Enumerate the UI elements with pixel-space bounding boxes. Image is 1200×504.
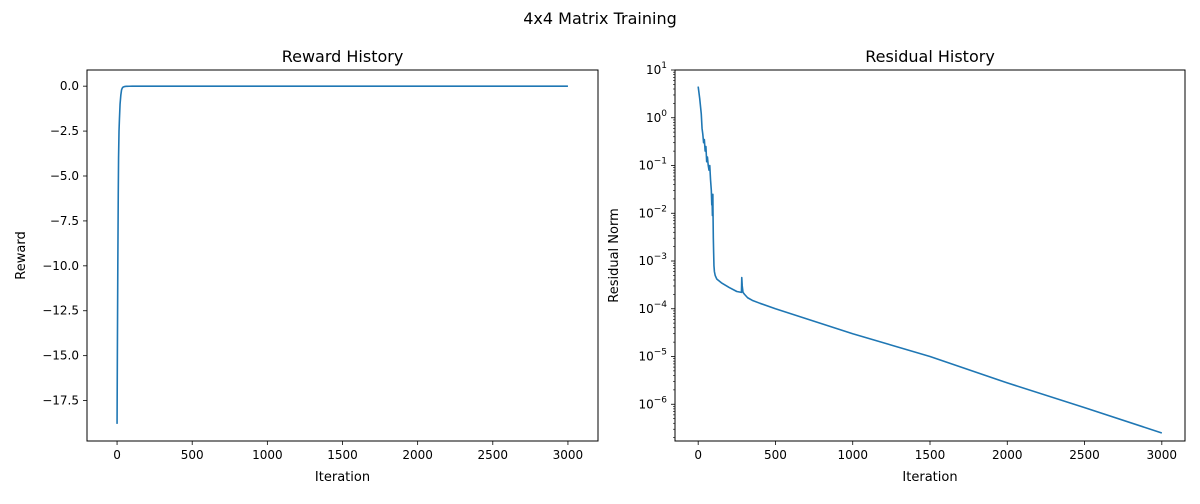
y-tick-label: −17.5: [42, 394, 79, 408]
x-tick-label: 3000: [1147, 448, 1178, 462]
y-tick-label: 10−1: [638, 157, 667, 173]
chart-title: Residual History: [865, 47, 995, 66]
x-tick-label: 1500: [327, 448, 358, 462]
x-tick-label: 1000: [837, 448, 868, 462]
axes-frame: [674, 69, 1186, 442]
x-tick-label: 3000: [553, 448, 584, 462]
y-tick-label: −15.0: [42, 349, 79, 363]
axes-frame: [86, 69, 599, 442]
x-axis-label: Iteration: [902, 470, 957, 485]
x-axis-label: Iteration: [315, 470, 370, 485]
x-tick-label: 500: [181, 448, 204, 462]
residual-history-chart: Residual History 0 500 1000 1500 2000 2500 3000…: [607, 47, 1186, 485]
chart-title: Reward History: [282, 47, 404, 66]
x-tick-label: 0: [113, 448, 121, 462]
x-tick-label: 500: [764, 448, 787, 462]
y-tick-label: 10−4: [638, 300, 667, 316]
x-tick-label: 2000: [992, 448, 1023, 462]
y-tick-label: 10−2: [638, 204, 667, 220]
x-tick-label: 1500: [915, 448, 946, 462]
y-tick-label: −12.5: [42, 304, 79, 318]
y-tick-label: −7.5: [50, 214, 79, 228]
x-tick-label: 1000: [252, 448, 283, 462]
y-tick-label: 100: [646, 109, 667, 125]
x-tick-label: 2000: [402, 448, 433, 462]
y-tick-label: 10−6: [638, 395, 667, 411]
x-tick-label: 2500: [1069, 448, 1100, 462]
y-tick-label: −2.5: [50, 124, 79, 138]
y-tick-label: 10−3: [638, 252, 667, 268]
y-tick-label: −5.0: [50, 169, 79, 183]
y-tick-label: 101: [646, 61, 667, 77]
series-line: [697, 86, 1163, 434]
y-tick-label: −10.0: [42, 259, 79, 273]
series-line: [116, 85, 568, 424]
figure-suptitle: 4x4 Matrix Training: [523, 9, 677, 28]
x-tick-label: 0: [694, 448, 702, 462]
y-axis-label: Reward: [14, 231, 29, 279]
x-tick-label: 2500: [478, 448, 509, 462]
reward-history-chart: Reward History 0 500 1000 1500 2000 2500 3000 0.…: [14, 47, 599, 485]
y-tick-label: 10−5: [638, 348, 667, 364]
y-axis-label: Residual Norm: [607, 208, 622, 303]
y-tick-label: 0.0: [60, 79, 79, 93]
